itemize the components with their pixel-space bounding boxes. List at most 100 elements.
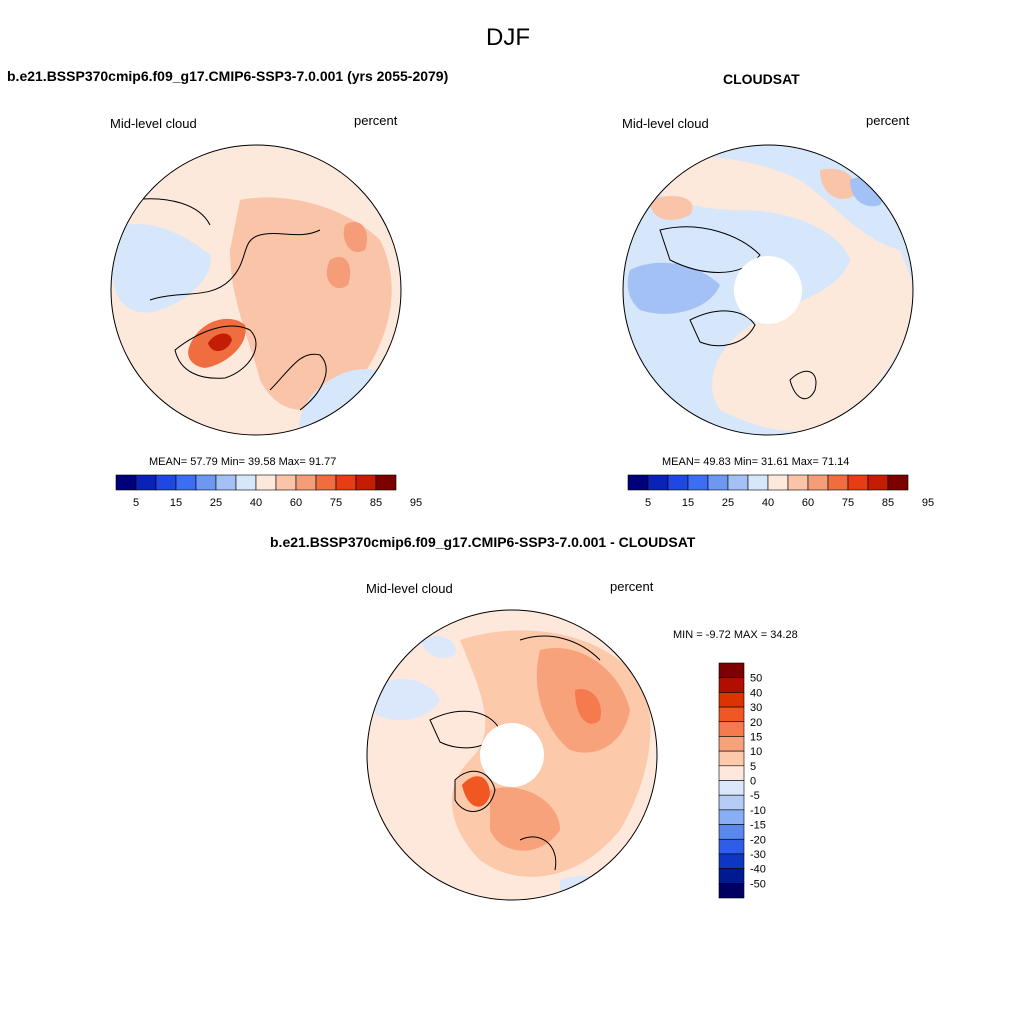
model-units-label: percent: [354, 113, 398, 128]
diff-polar-gap: [480, 723, 544, 787]
obs-colorbar-swatch: [787, 474, 809, 491]
diff-colorbar-tick-label: -30: [750, 849, 766, 861]
diff-colorbar-tick-label: 40: [750, 687, 762, 699]
diff-negative-region-3: [560, 876, 630, 900]
obs-high-cloud-region: [650, 195, 693, 220]
obs-variable-label: Mid-level cloud: [622, 116, 709, 131]
diff-colorbar-swatch: [718, 721, 745, 737]
diff-colorbar-tick-label: 0: [750, 776, 756, 788]
obs-colorbar-swatch: [747, 474, 769, 491]
obs-colorbar-swatch: [887, 474, 909, 491]
diff-colorbar-swatch: [718, 765, 745, 781]
obs-colorbar-tick-label: 25: [722, 497, 734, 509]
diff-colorbar-swatch: [718, 677, 745, 693]
diff-colorbar-tick-label: -10: [750, 805, 766, 817]
obs-low-cloud-region: [627, 262, 720, 314]
model-colorbar-swatch: [295, 474, 317, 491]
model-polar-map: [111, 145, 401, 435]
obs-colorbar-tick-label: 85: [882, 497, 894, 509]
model-colorbar-tick-label: 95: [410, 497, 422, 509]
diff-negative-region-2: [420, 635, 456, 658]
diff-greenland-peak: [462, 776, 490, 807]
diff-colorbar-swatch: [718, 809, 745, 825]
model-variable-label: Mid-level cloud: [110, 116, 197, 131]
diff-positive-region-2: [490, 787, 560, 851]
diff-colorbar-swatch: [718, 853, 745, 869]
model-greenland-outline: [174, 325, 257, 379]
obs-units-label: percent: [866, 113, 910, 128]
obs-colorbar-swatch: [687, 474, 709, 491]
diff-colorbar-tick-label: -50: [750, 878, 766, 890]
diff-greenland-outline: [454, 770, 496, 812]
diff-panel-title: b.e21.BSSP370cmip6.f09_g17.CMIP6-SSP3-7.…: [270, 534, 696, 550]
model-colorbar-tick-label: 40: [250, 497, 262, 509]
model-colorbar-swatch: [275, 474, 297, 491]
obs-coastline-2: [789, 370, 817, 400]
model-panel-title: b.e21.BSSP370cmip6.f09_g17.CMIP6-SSP3-7.…: [7, 68, 449, 84]
model-map-border: [110, 144, 402, 436]
obs-colorbar-tick-label: 15: [682, 497, 694, 509]
diff-colorbar-tick-label: -15: [750, 820, 766, 832]
obs-colorbar-tick-label: 5: [645, 497, 651, 509]
diff-colorbar-tick-label: 15: [750, 731, 762, 743]
diff-colorbar-tick-label: 30: [750, 702, 762, 714]
diff-units-label: percent: [610, 579, 654, 594]
model-colorbar-swatch: [135, 474, 157, 491]
diff-colorbar-swatch: [718, 692, 745, 708]
model-colorbar: 5 15 25 40 60 75 85 95: [115, 474, 422, 509]
model-colorbar-tick-label: 15: [170, 497, 182, 509]
model-mid-cloud-region: [230, 197, 392, 410]
model-colorbar-tick-label: 25: [210, 497, 222, 509]
obs-stats: MEAN= 49.83 Min= 31.61 Max= 71.14: [662, 456, 850, 468]
obs-colorbar-swatch: [827, 474, 849, 491]
diff-colorbar-swatch: [718, 794, 745, 811]
obs-colorbar-tick-label: 40: [762, 497, 774, 509]
model-coastline-3: [269, 353, 327, 411]
model-colorbar-swatch: [195, 474, 217, 491]
diff-negative-region: [370, 679, 440, 720]
diff-colorbar-swatch: [718, 838, 745, 855]
diff-colorbar-swatch: [718, 780, 745, 796]
obs-mid-cloud-region: [640, 156, 913, 431]
diff-colorbar-tick-label: 5: [750, 761, 756, 773]
obs-colorbar-tick-label: 75: [842, 497, 854, 509]
diff-map-border: [366, 609, 658, 901]
model-colorbar-tick-label: 75: [330, 497, 342, 509]
diff-coastline-2: [519, 635, 601, 661]
diff-colorbar-tick-label: -20: [750, 834, 766, 846]
diff-colorbar-swatch: [718, 824, 745, 840]
diff-stats: MIN = -9.72 MAX = 34.28: [673, 629, 798, 641]
obs-colorbar-swatch: [767, 474, 789, 491]
diff-colorbar-swatch: [718, 883, 745, 899]
figure-title: DJF: [486, 24, 530, 51]
model-high-cloud-region-2: [343, 221, 368, 252]
diff-colorbar-tick-label: 50: [750, 673, 762, 685]
model-low-cloud-region: [112, 224, 211, 313]
obs-colorbar: 5 15 25 40 60 75 85 95: [627, 474, 934, 509]
diff-peak-region: [575, 689, 601, 724]
model-colorbar-swatch: [115, 474, 137, 491]
diff-colorbar-tick-label: -5: [750, 790, 760, 802]
diff-colorbar-swatch: [718, 868, 745, 884]
model-colorbar-swatch: [375, 474, 397, 491]
obs-polar-gap: [734, 256, 802, 324]
diff-colorbar-tick-label: -40: [750, 864, 766, 876]
diff-colorbar-swatch: [718, 750, 745, 767]
diff-variable-label: Mid-level cloud: [366, 581, 453, 596]
obs-colorbar-tick-label: 95: [922, 497, 934, 509]
obs-greenland-outline: [689, 310, 756, 347]
model-max-cloud-core: [208, 333, 232, 352]
obs-high-cloud-region-2: [820, 168, 856, 199]
diff-colorbar-swatch: [718, 706, 745, 723]
obs-map-border: [622, 144, 914, 436]
obs-colorbar-swatch: [867, 474, 889, 491]
model-colorbar-tick-label: 5: [133, 497, 139, 509]
diff-coastline-3: [519, 836, 557, 871]
obs-polar-map: [623, 145, 913, 435]
obs-colorbar-swatch: [847, 474, 869, 491]
obs-panel-title: CLOUDSAT: [723, 71, 800, 87]
model-colorbar-swatch: [155, 474, 177, 491]
model-colorbar-swatch: [255, 474, 277, 491]
